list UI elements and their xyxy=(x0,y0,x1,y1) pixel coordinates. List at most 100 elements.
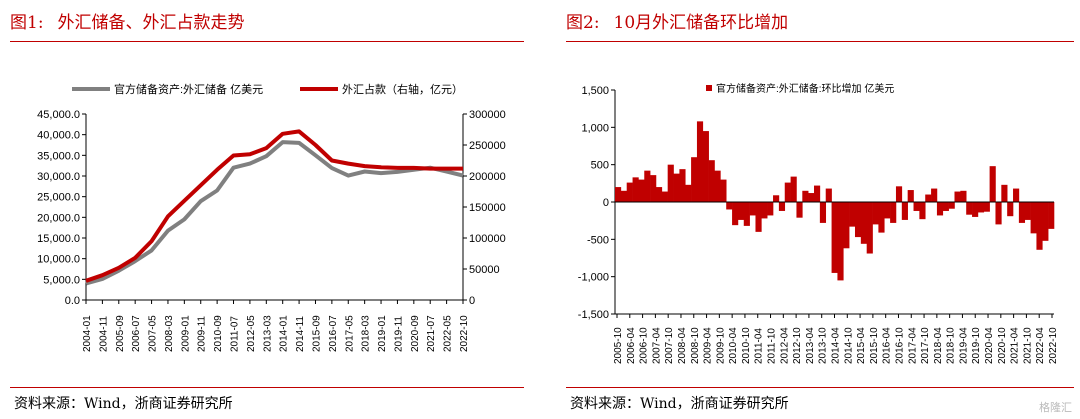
x-tick-label: 2020-10 xyxy=(997,327,1008,364)
x-tick-label: 2020-09 xyxy=(410,315,421,352)
x-tick-label: 2017-04 xyxy=(907,327,918,364)
x-tick-label: 2008-04 xyxy=(677,327,688,364)
bar xyxy=(1036,202,1043,250)
bar xyxy=(989,166,996,202)
x-tick-label: 2009-04 xyxy=(703,327,714,364)
bar-chart: 官方储备资产:外汇储备:环比增加 亿美元 1,500 1,000 500 0 -500 -1… xyxy=(578,82,1059,364)
bar xyxy=(960,190,967,202)
bar xyxy=(644,170,651,202)
y-tick-label: 0 xyxy=(603,197,609,209)
series-line-funds xyxy=(85,129,463,283)
bar xyxy=(966,202,973,215)
y-tick-label: 1,000 xyxy=(581,122,609,134)
chart-panel-fx-change: 图2: 10月外汇储备环比增加 官方储备资产:外汇储备:环比增加 亿美元 1,500… xyxy=(556,0,1080,419)
y-left-tick-label: 35,000.0 xyxy=(37,150,80,162)
x-tick-label: 2006-10 xyxy=(639,327,650,364)
x-tick-label: 2008-10 xyxy=(690,327,701,364)
legend-label-change: 官方储备资产:外汇储备:环比增加 亿美元 xyxy=(716,82,894,95)
x-tick-label: 2015-10 xyxy=(869,327,880,364)
bar xyxy=(866,202,873,254)
bar xyxy=(732,202,739,226)
x-tick-label: 2019-04 xyxy=(958,327,969,364)
y-tick-label: 1,500 xyxy=(581,85,609,97)
x-tick-label: 2014-01 xyxy=(279,315,290,352)
x-tick-label: 2007-04 xyxy=(651,327,662,364)
y-tick-label: -1,500 xyxy=(578,309,609,321)
x-tick-label: 2022-10 xyxy=(1048,327,1059,364)
bar xyxy=(720,179,727,202)
x-tick-label: 2020-04 xyxy=(984,327,995,364)
bar xyxy=(1042,202,1049,241)
y-left-tick-label: 30,000.0 xyxy=(37,171,80,183)
x-tick-label: 2022-05 xyxy=(443,315,454,352)
bar xyxy=(626,182,633,202)
bar xyxy=(819,202,827,223)
bar xyxy=(931,188,938,202)
source-rule xyxy=(10,387,524,388)
x-tick-label: 2010-10 xyxy=(741,327,752,364)
bar xyxy=(773,195,780,202)
bar xyxy=(620,190,627,202)
x-tick-label: 2011-10 xyxy=(767,328,778,364)
x-tick-label: 2004-01 xyxy=(82,315,93,352)
bar xyxy=(995,202,1002,225)
bar xyxy=(784,182,791,202)
x-tick-label: 2021-07 xyxy=(426,315,437,352)
bar xyxy=(749,202,756,216)
bar xyxy=(925,194,932,202)
x-tick-label: 2009-11 xyxy=(197,316,208,352)
bar xyxy=(919,202,926,220)
x-tick-label: 2018-03 xyxy=(361,315,372,352)
watermark-logo: 格隆汇 xyxy=(1039,401,1072,414)
y-right-tick-label: 250000 xyxy=(469,140,506,152)
y-left-tick-label: 5,000.0 xyxy=(43,274,80,286)
y-right-tick-label: 150000 xyxy=(469,202,506,214)
x-tick-label: 2014-10 xyxy=(843,327,854,364)
y-right-tick-label: 300000 xyxy=(469,109,506,121)
x-tick-label: 2016-04 xyxy=(882,327,893,364)
y-left-tick-label: 20,000.0 xyxy=(37,212,80,224)
x-tick-label: 2022-10 xyxy=(459,315,470,352)
chart-panel-fx-trend: 图1: 外汇储备、外汇占款走势 官方储备资产:外汇储备 亿美元 外汇占款（右轴，亿元… xyxy=(0,0,530,419)
y-left-tick-label: 40,000.0 xyxy=(37,130,80,142)
x-tick-label: 2019-10 xyxy=(971,327,982,364)
line-chart: 官方储备资产:外汇储备 亿美元 外汇占款（右轴，亿元） 0.0 5,000.0 10,0… xyxy=(37,82,506,352)
bar xyxy=(1024,202,1031,220)
x-tick-label: 2005-09 xyxy=(115,315,126,352)
x-tick-label: 2008-03 xyxy=(164,315,175,352)
bar xyxy=(942,202,949,211)
x-tick-label: 2005-10 xyxy=(613,327,624,364)
x-tick-label: 2009-10 xyxy=(715,327,726,364)
source-note: 资料来源：Wind，浙商证券研究所 xyxy=(570,396,789,412)
y-right-tick-label: 200000 xyxy=(469,171,506,183)
bar xyxy=(872,202,879,225)
bar xyxy=(901,202,908,220)
y-tick-label: 500 xyxy=(591,160,609,172)
bar xyxy=(1013,188,1020,202)
x-tick-label: 2016-07 xyxy=(328,315,339,352)
bar xyxy=(708,160,715,202)
bar xyxy=(790,176,797,202)
x-tick-label: 2007-05 xyxy=(148,315,159,352)
bar xyxy=(755,202,762,232)
x-tick-label: 2011-07 xyxy=(230,316,241,352)
x-tick-label: 2006-04 xyxy=(626,327,637,364)
bar xyxy=(802,190,809,202)
bar xyxy=(884,202,891,219)
legend-swatch-change xyxy=(706,85,712,91)
y-tick-label: -500 xyxy=(587,234,609,246)
bar xyxy=(983,202,990,212)
figure-number: 图2: xyxy=(566,13,600,33)
bar xyxy=(825,188,832,202)
bar xyxy=(696,121,704,202)
y-left-tick-label: 45,000.0 xyxy=(37,109,80,121)
bar xyxy=(814,185,821,202)
y-left-tick-label: 25,000.0 xyxy=(37,192,80,204)
y-right-tick-label: 100000 xyxy=(469,233,506,245)
x-tick-label: 2004-11 xyxy=(98,316,109,352)
bar xyxy=(661,191,668,202)
x-tick-label: 2015-04 xyxy=(856,327,867,364)
y-tick-label: -1,000 xyxy=(578,272,609,284)
x-tick-label: 2021-10 xyxy=(1022,327,1033,364)
bar xyxy=(831,202,838,273)
